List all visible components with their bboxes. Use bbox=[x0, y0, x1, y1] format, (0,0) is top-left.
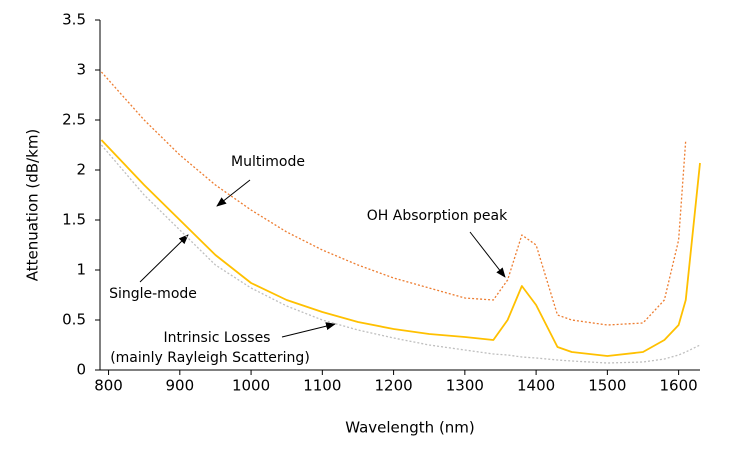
x-tick-label: 1000 bbox=[232, 377, 270, 395]
y-tick-label: 3 bbox=[76, 61, 86, 79]
annotation: Single-mode bbox=[109, 286, 197, 302]
y-tick-label: 3.5 bbox=[62, 11, 86, 29]
y-tick-label: 0.5 bbox=[62, 311, 86, 329]
x-tick-label: 1600 bbox=[660, 377, 698, 395]
arrow bbox=[281, 322, 336, 338]
x-tick-label: 900 bbox=[165, 377, 194, 395]
x-tick-label: 1300 bbox=[446, 377, 484, 395]
y-tick-label: 2.5 bbox=[62, 111, 86, 129]
x-tick-label: 1100 bbox=[303, 377, 341, 395]
line-series bbox=[100, 71, 687, 326]
annotation: Multimode bbox=[231, 154, 305, 170]
line-series bbox=[100, 139, 701, 357]
y-tick-label: 0 bbox=[76, 361, 86, 379]
line-series bbox=[100, 144, 701, 364]
y-axis-label: Attenuation (dB/km) bbox=[24, 129, 42, 282]
arrow bbox=[469, 231, 506, 278]
annotation: OH Absorption peak bbox=[367, 208, 508, 224]
x-tick-label: 1200 bbox=[374, 377, 412, 395]
x-axis-label: Wavelength (nm) bbox=[345, 419, 475, 437]
x-tick-label: 1500 bbox=[588, 377, 626, 395]
y-tick-label: 1.5 bbox=[62, 211, 86, 229]
annotation: (mainly Rayleigh Scattering) bbox=[110, 350, 310, 366]
y-tick-label: 1 bbox=[76, 261, 86, 279]
arrow bbox=[216, 179, 251, 207]
x-tick-label: 1400 bbox=[517, 377, 555, 395]
annotation: Intrinsic Losses bbox=[164, 330, 271, 346]
x-tick-label: 800 bbox=[94, 377, 123, 395]
arrow bbox=[139, 234, 189, 283]
y-tick-label: 2 bbox=[76, 161, 86, 179]
